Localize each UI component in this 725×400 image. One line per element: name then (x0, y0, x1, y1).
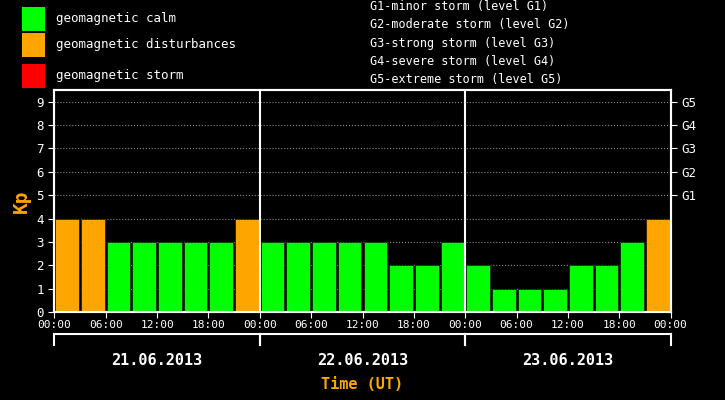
Bar (55, 218, 79, 312)
Text: geomagnetic storm: geomagnetic storm (56, 69, 183, 82)
Text: geomagnetic disturbances: geomagnetic disturbances (56, 38, 236, 51)
Bar (338, 242, 362, 312)
Bar (22, 33, 45, 57)
Text: 23.06.2013: 23.06.2013 (522, 353, 613, 368)
Text: G4-severe storm (level G4): G4-severe storm (level G4) (370, 55, 555, 68)
Bar (210, 242, 233, 312)
Bar (235, 218, 259, 312)
Text: G3-strong storm (level G3): G3-strong storm (level G3) (370, 36, 555, 50)
Bar (363, 242, 387, 312)
Text: G5-extreme storm (level G5): G5-extreme storm (level G5) (370, 74, 562, 86)
Bar (621, 242, 644, 312)
Bar (286, 242, 310, 312)
Bar (389, 265, 413, 312)
Bar (415, 265, 439, 312)
Bar (569, 265, 592, 312)
Bar (183, 242, 207, 312)
Bar (518, 289, 541, 312)
Text: geomagnetic calm: geomagnetic calm (56, 12, 176, 26)
Bar (158, 242, 182, 312)
Bar (133, 242, 156, 312)
Text: G2-moderate storm (level G2): G2-moderate storm (level G2) (370, 18, 569, 31)
Bar (81, 218, 104, 312)
Y-axis label: Kp: Kp (12, 189, 31, 213)
Text: 21.06.2013: 21.06.2013 (112, 353, 203, 368)
Bar (22, 64, 45, 88)
Bar (261, 242, 284, 312)
Bar (594, 265, 618, 312)
Text: G1-minor storm (level G1): G1-minor storm (level G1) (370, 0, 548, 12)
Text: 22.06.2013: 22.06.2013 (317, 353, 408, 368)
Bar (441, 242, 464, 312)
Text: Time (UT): Time (UT) (321, 377, 404, 392)
Bar (22, 7, 45, 31)
Bar (492, 289, 515, 312)
Bar (466, 265, 490, 312)
Bar (543, 289, 567, 312)
Bar (107, 242, 130, 312)
Bar (312, 242, 336, 312)
Bar (646, 218, 670, 312)
